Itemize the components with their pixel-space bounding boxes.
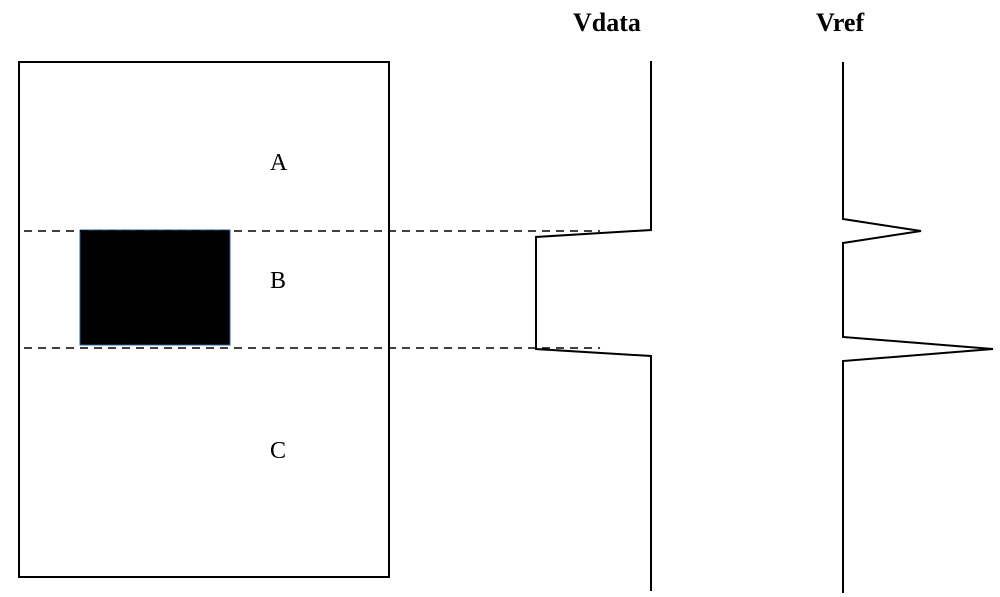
region-label-c: C (270, 438, 286, 465)
diagram-canvas: Vdata Vref A B C (0, 0, 1000, 597)
vref-waveform (843, 62, 993, 593)
vref-label: Vref (816, 8, 864, 38)
region-label-a: A (270, 150, 287, 177)
region-label-b: B (270, 268, 286, 295)
black-box (80, 230, 230, 345)
vdata-waveform (536, 61, 651, 591)
vdata-label: Vdata (573, 8, 641, 38)
diagram-svg (0, 0, 1000, 597)
